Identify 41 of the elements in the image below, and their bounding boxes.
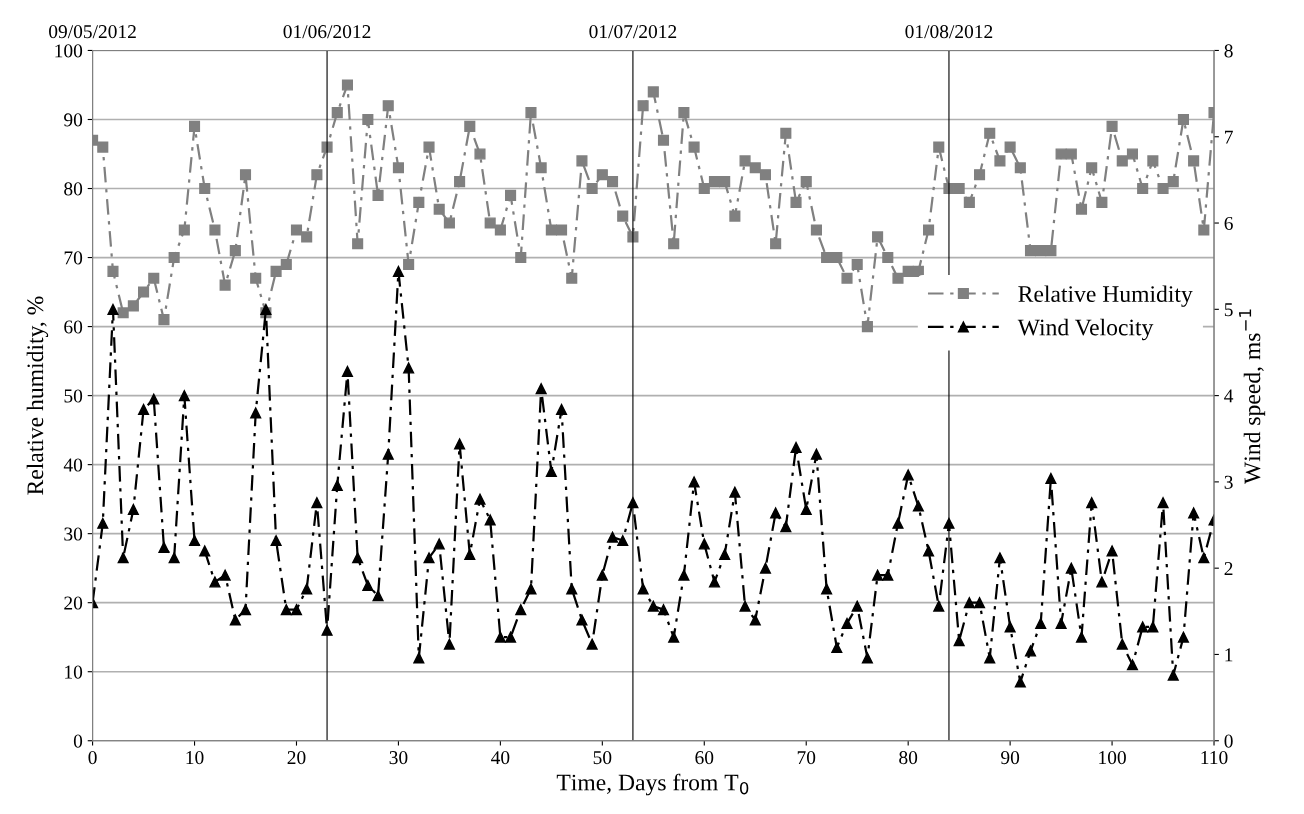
y2-tick-label: 1 <box>1225 648 1233 662</box>
x-tick-label: 40 <box>491 751 510 765</box>
y2-axis-title: Wind speed, ms$^{−1}$ <box>1239 309 1266 485</box>
x-tick-label: 10 <box>186 751 204 765</box>
y-tick-label: 100 <box>55 44 83 58</box>
y-tick-label: 20 <box>64 596 83 610</box>
y-tick-label: 90 <box>64 113 83 127</box>
y-tick-label: 40 <box>63 458 83 472</box>
y-axis-title: Relative humidity, % <box>26 296 49 495</box>
x-tick-label: 60 <box>695 751 714 765</box>
y-tick-label: 0 <box>73 734 83 748</box>
y2-tick-label: 7 <box>1225 130 1233 144</box>
x2-tick-label: 01/08/2012 <box>905 25 993 39</box>
x-tick-label: 90 <box>1001 751 1020 765</box>
y2-tick-label: 8 <box>1224 44 1233 58</box>
x-tick-label: 30 <box>389 751 408 765</box>
y2-tick-label: 2 <box>1224 562 1233 575</box>
y2-tick-label: 6 <box>1224 216 1233 230</box>
x-tick-label: 110 <box>1201 751 1228 765</box>
y-tick-label: 60 <box>64 320 83 334</box>
legend-label: Relative Humidity <box>1018 285 1193 307</box>
y-tick-label: 70 <box>64 251 83 265</box>
y2-tick-label: 4 <box>1224 389 1234 403</box>
y2-tick-label: 0 <box>1224 734 1233 748</box>
x2-tick-label: 09/05/2012 <box>49 25 136 39</box>
y-tick-label: 10 <box>65 665 83 679</box>
x-tick-label: 70 <box>797 751 816 765</box>
x-tick-label: 100 <box>1099 751 1126 765</box>
y-tick-label: 50 <box>64 389 83 403</box>
x-tick-label: 20 <box>287 751 306 765</box>
y-tick-label: 80 <box>64 182 83 196</box>
x-tick-label: 50 <box>593 751 612 765</box>
legend-label: Wind Velocity <box>1017 318 1154 341</box>
x-axis-title: Time, Days from T$_{0}$ <box>556 773 749 796</box>
x2-tick-label: 01/06/2012 <box>283 25 371 39</box>
x2-tick-label: 01/07/2012 <box>589 25 677 39</box>
y-tick-label: 30 <box>64 527 83 541</box>
x-tick-label: 80 <box>899 751 918 765</box>
y2-tick-label: 5 <box>1224 303 1233 317</box>
y2-tick-label: 3 <box>1224 475 1233 489</box>
x-tick-label: 0 <box>88 751 97 765</box>
